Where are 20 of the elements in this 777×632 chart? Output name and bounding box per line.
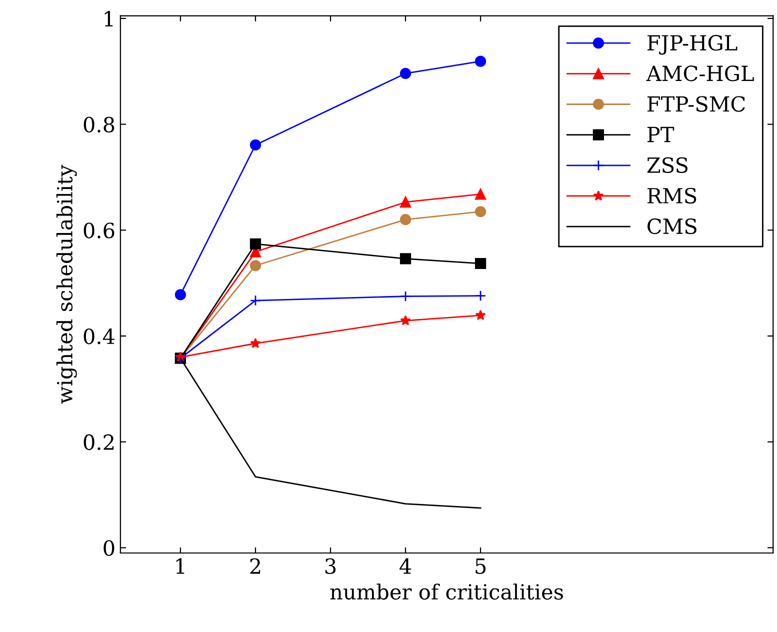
legend-label: RMS (648, 188, 696, 204)
y-tick-label: 0 (104, 540, 114, 556)
x-tick-label: 1 (176, 558, 184, 574)
y-axis-title: wighted schedulability (56, 164, 77, 404)
legend-label: ZSS (647, 157, 688, 173)
x-tick-label: 2 (250, 558, 260, 574)
y-tick-label: 1 (104, 10, 113, 26)
legend-label: FJP-HGL (648, 34, 738, 55)
legend-label: FTP-SMC (648, 96, 745, 112)
legend-label: CMS (648, 218, 696, 234)
y-tick-label: 0.8 (84, 116, 114, 133)
y-tick-label: 0.4 (84, 328, 115, 344)
x-tick-label: 3 (325, 558, 336, 574)
x-tick-label: 5 (476, 558, 486, 574)
legend-label: PT (648, 126, 674, 142)
x-tick-label: 4 (400, 558, 412, 574)
y-tick-label: 0.6 (84, 222, 114, 238)
legend-label: AMC-HGL (646, 65, 754, 82)
x-axis-title: number of criticalities (330, 584, 563, 600)
y-tick-label: 0.2 (84, 434, 114, 450)
